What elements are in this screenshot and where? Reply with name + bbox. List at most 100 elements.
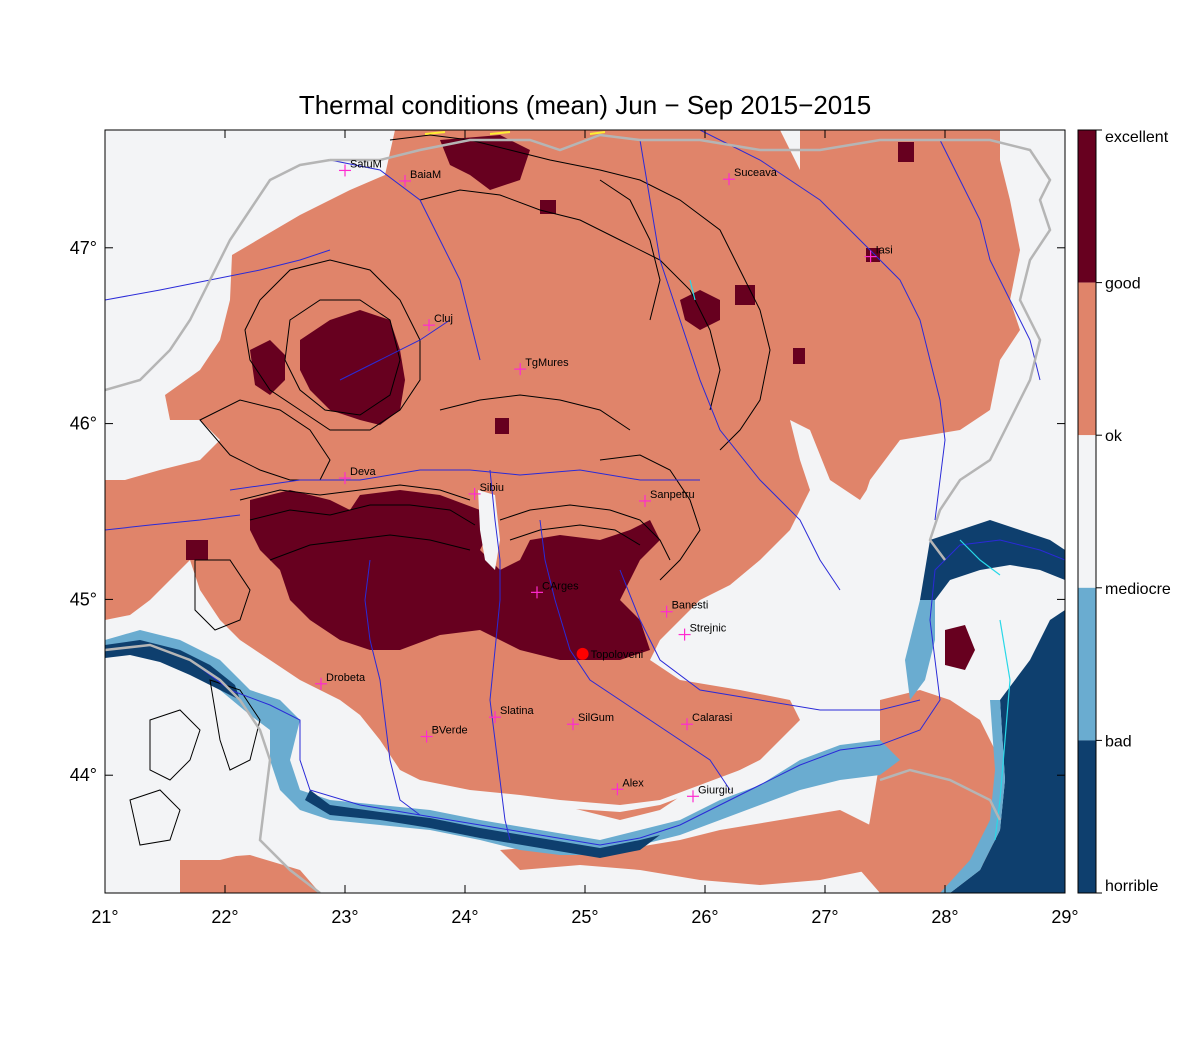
city-label: Alex bbox=[622, 777, 644, 789]
station-label: Topoloveni bbox=[591, 649, 644, 661]
x-tick-label: 28° bbox=[931, 907, 958, 927]
region-mediocre-delta bbox=[905, 600, 935, 700]
city-label: Sanpetru bbox=[650, 489, 695, 501]
colorbar-bands bbox=[1078, 130, 1096, 893]
region-excellent-apuseni bbox=[300, 310, 405, 425]
station-dot-icon bbox=[576, 647, 589, 660]
colorbar-label: bad bbox=[1105, 733, 1132, 750]
city-markers: SatuM BaiaM Suceava Iasi Cluj TgMures Deva Sibi… bbox=[315, 158, 893, 803]
city-label: SilGum bbox=[578, 712, 614, 724]
colorbar-band bbox=[1078, 740, 1096, 893]
city-marker: Iasi bbox=[864, 245, 893, 263]
map-plot-area bbox=[105, 130, 1065, 893]
x-tick-label: 25° bbox=[571, 907, 598, 927]
city-marker: Sibiu bbox=[468, 482, 504, 500]
city-label: Sibiu bbox=[480, 482, 504, 494]
colorbar-labels: excellent good ok mediocre bad horrible bbox=[1096, 129, 1171, 895]
city-label: TgMures bbox=[525, 357, 569, 369]
region-excellent-east bbox=[945, 625, 975, 670]
y-tick-label: 45° bbox=[70, 589, 97, 609]
lakes-coastline bbox=[689, 279, 1011, 841]
city-marker: Sanpetru bbox=[639, 489, 695, 507]
city-label: Drobeta bbox=[326, 672, 366, 684]
city-marker: BVerde bbox=[420, 725, 468, 743]
y-tick-label: 47° bbox=[70, 238, 97, 258]
city-label: Deva bbox=[350, 466, 377, 478]
country-border bbox=[105, 133, 1052, 893]
region-ok-south-plain bbox=[380, 745, 780, 812]
elevation-contours bbox=[129, 134, 771, 846]
city-label: Giurgiu bbox=[698, 784, 733, 796]
region-bad-danube-south bbox=[305, 790, 660, 858]
city-marker: Suceava bbox=[723, 167, 778, 186]
colorbar-label: excellent bbox=[1105, 129, 1169, 146]
city-label: Strejnic bbox=[690, 623, 727, 635]
region-good-southwest bbox=[180, 855, 320, 893]
map-title: Thermal conditions (mean) Jun − Sep 2015… bbox=[298, 90, 872, 120]
y-tick-label: 46° bbox=[70, 414, 97, 434]
city-marker: BaiaM bbox=[399, 169, 441, 187]
region-excellent-north bbox=[440, 135, 530, 190]
region-mediocre-coast bbox=[940, 700, 1005, 893]
city-label: Calarasi bbox=[692, 712, 732, 724]
x-tick-label: 24° bbox=[451, 907, 478, 927]
city-marker: SilGum bbox=[567, 712, 614, 731]
region-good-west bbox=[105, 480, 210, 620]
region-excellent-carpathians bbox=[250, 490, 660, 660]
region-excellent-spot-4 bbox=[186, 540, 208, 560]
city-label: Slatina bbox=[500, 705, 535, 717]
highlight-station: Topoloveni bbox=[576, 647, 644, 661]
city-marker: Deva bbox=[339, 466, 377, 485]
x-tick-label: 27° bbox=[811, 907, 838, 927]
city-label: Iasi bbox=[876, 245, 893, 257]
city-label: BaiaM bbox=[410, 169, 441, 181]
region-good-southeast bbox=[860, 690, 1000, 893]
axis-ticks: 21° 22° 23° 24° 25° 26° 27° 28° 29° 44° 45° 46° 47° bbox=[70, 130, 1079, 927]
city-marker: Banesti bbox=[660, 600, 709, 618]
region-mediocre-danube bbox=[105, 630, 900, 855]
city-marker: Slatina bbox=[489, 705, 535, 724]
region-excellent-spot-1 bbox=[898, 142, 914, 162]
region-bad-black-sea bbox=[950, 610, 1065, 893]
x-tick-label: 26° bbox=[691, 907, 718, 927]
x-tick-label: 22° bbox=[211, 907, 238, 927]
city-label: Banesti bbox=[672, 600, 709, 612]
colorbar-label: ok bbox=[1105, 428, 1123, 445]
city-marker: Calarasi bbox=[681, 712, 732, 731]
x-tick-label: 23° bbox=[331, 907, 358, 927]
city-marker: Giurgiu bbox=[687, 784, 733, 803]
rivers bbox=[105, 130, 1065, 846]
city-marker: SatuM bbox=[339, 158, 382, 177]
colorbar-label: mediocre bbox=[1105, 581, 1171, 598]
x-tick-label: 29° bbox=[1051, 907, 1078, 927]
region-ok-west-corridor bbox=[105, 130, 240, 360]
city-marker: CArges bbox=[531, 580, 579, 599]
city-label: Cluj bbox=[434, 313, 453, 325]
city-marker: Strejnic bbox=[678, 623, 727, 641]
region-good-main bbox=[125, 130, 1020, 820]
y-tick-label: 44° bbox=[70, 765, 97, 785]
colorbar-band bbox=[1078, 435, 1096, 588]
region-excellent-apuseni-west bbox=[250, 340, 285, 395]
city-marker: Cluj bbox=[423, 313, 453, 332]
city-marker: TgMures bbox=[514, 357, 569, 376]
region-excellent-spot-6 bbox=[495, 418, 509, 434]
region-ok-east-plain bbox=[740, 540, 920, 690]
city-marker: Alex bbox=[611, 777, 644, 796]
city-marker: Drobeta bbox=[315, 672, 366, 690]
city-label: SatuM bbox=[350, 158, 382, 170]
city-label: CArges bbox=[542, 580, 579, 592]
city-label: BVerde bbox=[432, 725, 468, 737]
colorbar-band bbox=[1078, 130, 1096, 283]
colorbar-frame bbox=[1077, 129, 1097, 894]
colorbar-label: good bbox=[1105, 276, 1141, 293]
region-good-south-strip bbox=[500, 810, 880, 885]
x-tick-label: 21° bbox=[91, 907, 118, 927]
region-ok-east-dobrogea bbox=[860, 390, 1065, 530]
colorbar-band bbox=[1078, 587, 1096, 741]
region-bad-danube bbox=[105, 640, 240, 700]
colorbar-band bbox=[1078, 282, 1096, 436]
region-ok-southwest bbox=[105, 670, 270, 880]
accent-lines bbox=[424, 131, 606, 135]
